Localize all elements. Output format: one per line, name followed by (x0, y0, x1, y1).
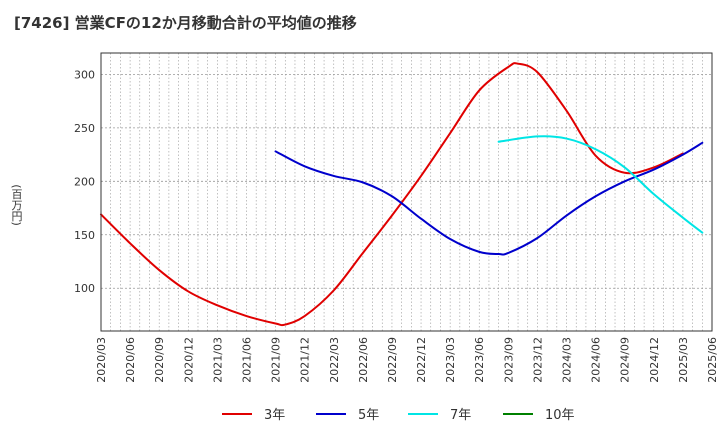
x-tick-label: 2022/03 (328, 337, 341, 383)
x-tick-label: 2023/03 (444, 337, 457, 383)
x-tick-label: 2021/12 (299, 337, 312, 383)
grid (101, 53, 712, 331)
legend: 3年 5年 7年 10年 (222, 408, 575, 423)
legend-label: 3年 (264, 408, 285, 423)
x-ticks: 2020/03 2020/06 2020/09 2020/12 2021/03 2021/… (95, 337, 719, 383)
y-tick-label: 100 (74, 282, 95, 295)
x-tick-label: 2021/03 (211, 337, 224, 383)
x-tick-label: 2020/03 (95, 337, 108, 383)
x-tick-label: 2020/06 (124, 337, 137, 383)
x-tick-label: 2025/03 (677, 337, 690, 383)
series-line-2 (274, 141, 704, 256)
x-tick-label: 2023/12 (531, 337, 544, 383)
x-tick-label: 2024/09 (619, 337, 632, 383)
x-tick-label: 2024/12 (648, 337, 661, 383)
x-tick-label: 2024/06 (590, 337, 603, 383)
x-tick-label: 2025/06 (706, 337, 719, 383)
y-tick-label: 250 (74, 122, 95, 135)
y-axis-label: (百万円) (10, 184, 23, 226)
x-tick-label: 2020/12 (182, 337, 195, 383)
x-tick-label: 2021/09 (270, 337, 283, 383)
x-tick-label: 2022/06 (357, 337, 370, 383)
x-tick-label: 2023/09 (502, 337, 515, 383)
y-tick-label: 300 (74, 68, 95, 81)
y-tick-label: 150 (74, 229, 95, 242)
legend-label: 7年 (450, 408, 471, 423)
y-ticks: 100 150 200 250 300 (74, 68, 95, 295)
series-layer (100, 62, 704, 327)
chart-title: [7426] 営業CFの12か月移動合計の平均値の推移 (14, 14, 357, 32)
x-tick-label: 2021/06 (240, 337, 253, 383)
series-line-1 (100, 62, 684, 327)
x-tick-label: 2022/12 (415, 337, 428, 383)
x-tick-label: 2024/03 (561, 337, 574, 383)
legend-label: 10年 (545, 408, 575, 423)
plot-frame (100, 52, 713, 332)
series-line-3 (497, 135, 704, 234)
legend-label: 5年 (358, 408, 379, 423)
x-tick-label: 2022/09 (386, 337, 399, 383)
x-tick-label: 2020/09 (153, 337, 166, 383)
x-tick-label: 2023/06 (473, 337, 486, 383)
y-tick-label: 200 (74, 175, 95, 188)
